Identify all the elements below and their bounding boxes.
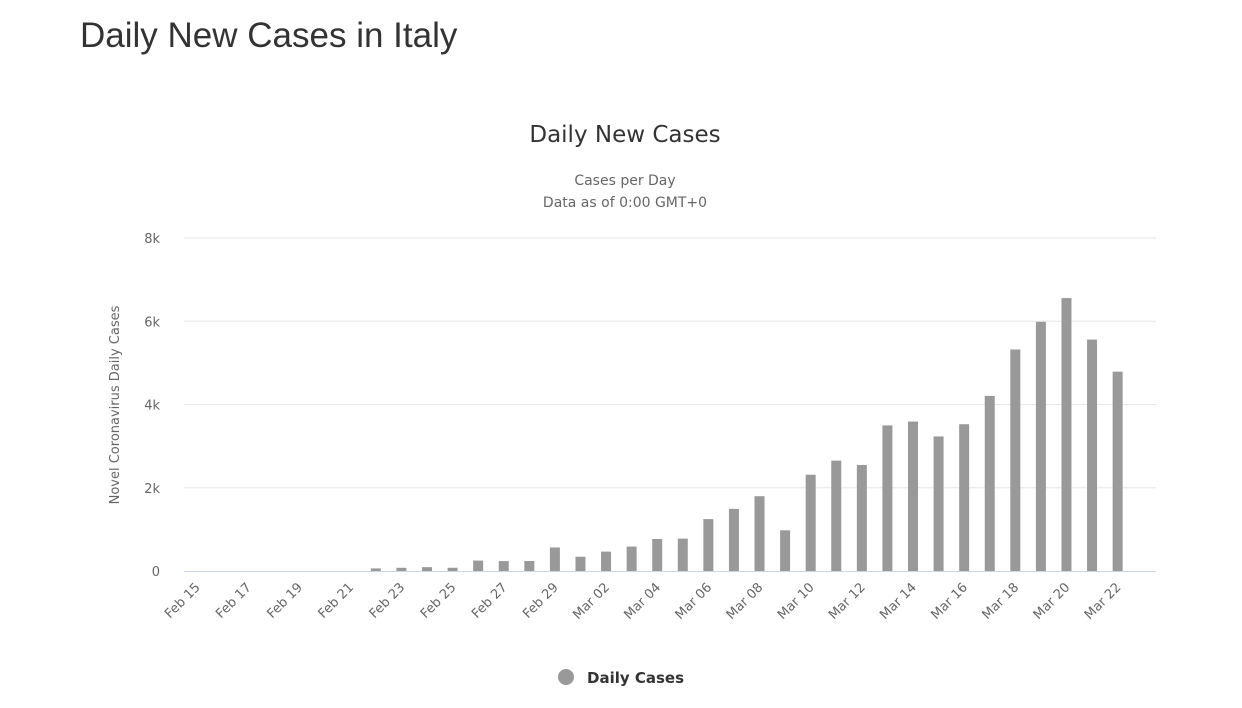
x-tick-label: Feb 19 <box>264 580 306 622</box>
bar[interactable] <box>626 546 637 571</box>
y-tick-label: 6k <box>144 315 160 330</box>
bar[interactable] <box>549 547 560 571</box>
bar[interactable] <box>422 567 432 571</box>
bar[interactable] <box>780 530 791 571</box>
x-tick-label: Mar 10 <box>775 580 818 623</box>
y-axis-title: Novel Coronavirus Daily Cases <box>108 305 123 504</box>
bar[interactable] <box>831 460 842 571</box>
bar[interactable] <box>933 436 944 571</box>
bar[interactable] <box>1087 339 1098 571</box>
y-tick-label: 8k <box>144 232 160 247</box>
legend[interactable]: Daily Cases <box>558 669 684 687</box>
bar[interactable] <box>754 496 765 571</box>
bar[interactable] <box>703 519 714 571</box>
bar[interactable] <box>1112 371 1123 571</box>
bar[interactable] <box>370 568 381 571</box>
bar[interactable] <box>447 567 458 571</box>
bar[interactable] <box>882 425 893 571</box>
x-tick-label: Mar 20 <box>1031 580 1074 623</box>
x-tick-label: Mar 12 <box>826 580 869 623</box>
x-tick-label: Mar 16 <box>928 580 971 623</box>
x-tick-label: Mar 06 <box>673 580 716 623</box>
x-tick-label: Feb 17 <box>213 580 255 622</box>
bar[interactable] <box>908 421 918 571</box>
bar[interactable] <box>396 567 407 571</box>
x-tick-label: Mar 04 <box>621 580 664 623</box>
chart-subtitle-line-1: Cases per Day <box>574 173 675 189</box>
bar[interactable] <box>984 395 995 571</box>
x-tick-label: Feb 27 <box>469 580 511 622</box>
bar[interactable] <box>1061 298 1072 571</box>
bar[interactable] <box>524 561 535 571</box>
bar[interactable] <box>473 560 484 571</box>
y-tick-label: 2k <box>144 482 160 497</box>
x-tick-label: Mar 08 <box>724 580 767 623</box>
x-tick-label: Feb 29 <box>520 580 562 622</box>
bar[interactable] <box>728 508 739 571</box>
bar[interactable] <box>1035 321 1046 571</box>
chart-title: Daily New Cases <box>529 122 720 148</box>
page-title: Daily New Cases in Italy <box>80 16 458 55</box>
bar[interactable] <box>959 424 970 571</box>
x-tick-label: Feb 25 <box>418 580 460 622</box>
y-axis-ticks: 0 2k 4k 6k 8k <box>144 232 160 580</box>
bar[interactable] <box>805 474 816 571</box>
y-tick-label: 4k <box>144 399 160 414</box>
x-tick-label: Feb 21 <box>316 580 358 622</box>
x-tick-label: Feb 15 <box>162 580 204 622</box>
y-tick-label: 0 <box>152 565 160 580</box>
legend-label-daily-cases: Daily Cases <box>587 669 684 687</box>
x-tick-label: Mar 22 <box>1082 580 1125 623</box>
bars <box>370 298 1123 571</box>
bar[interactable] <box>1010 349 1021 571</box>
bar[interactable] <box>677 538 688 571</box>
bar[interactable] <box>856 464 867 571</box>
x-tick-label: Mar 18 <box>980 580 1023 623</box>
bar[interactable] <box>498 561 509 571</box>
bar[interactable] <box>652 538 663 571</box>
x-tick-label: Mar 14 <box>877 580 920 623</box>
bar[interactable] <box>601 551 612 571</box>
bar[interactable] <box>575 556 586 571</box>
chart-subtitle-line-2: Data as of 0:00 GMT+0 <box>543 195 707 211</box>
legend-marker <box>558 669 574 685</box>
gridlines <box>184 237 1156 489</box>
x-tick-label: Mar 02 <box>570 580 613 623</box>
x-axis-ticks: Feb 15 Feb 17 Feb 19 Feb 21 Feb 23 Feb 25 Feb … <box>162 580 1124 623</box>
x-tick-label: Feb 23 <box>367 580 409 622</box>
